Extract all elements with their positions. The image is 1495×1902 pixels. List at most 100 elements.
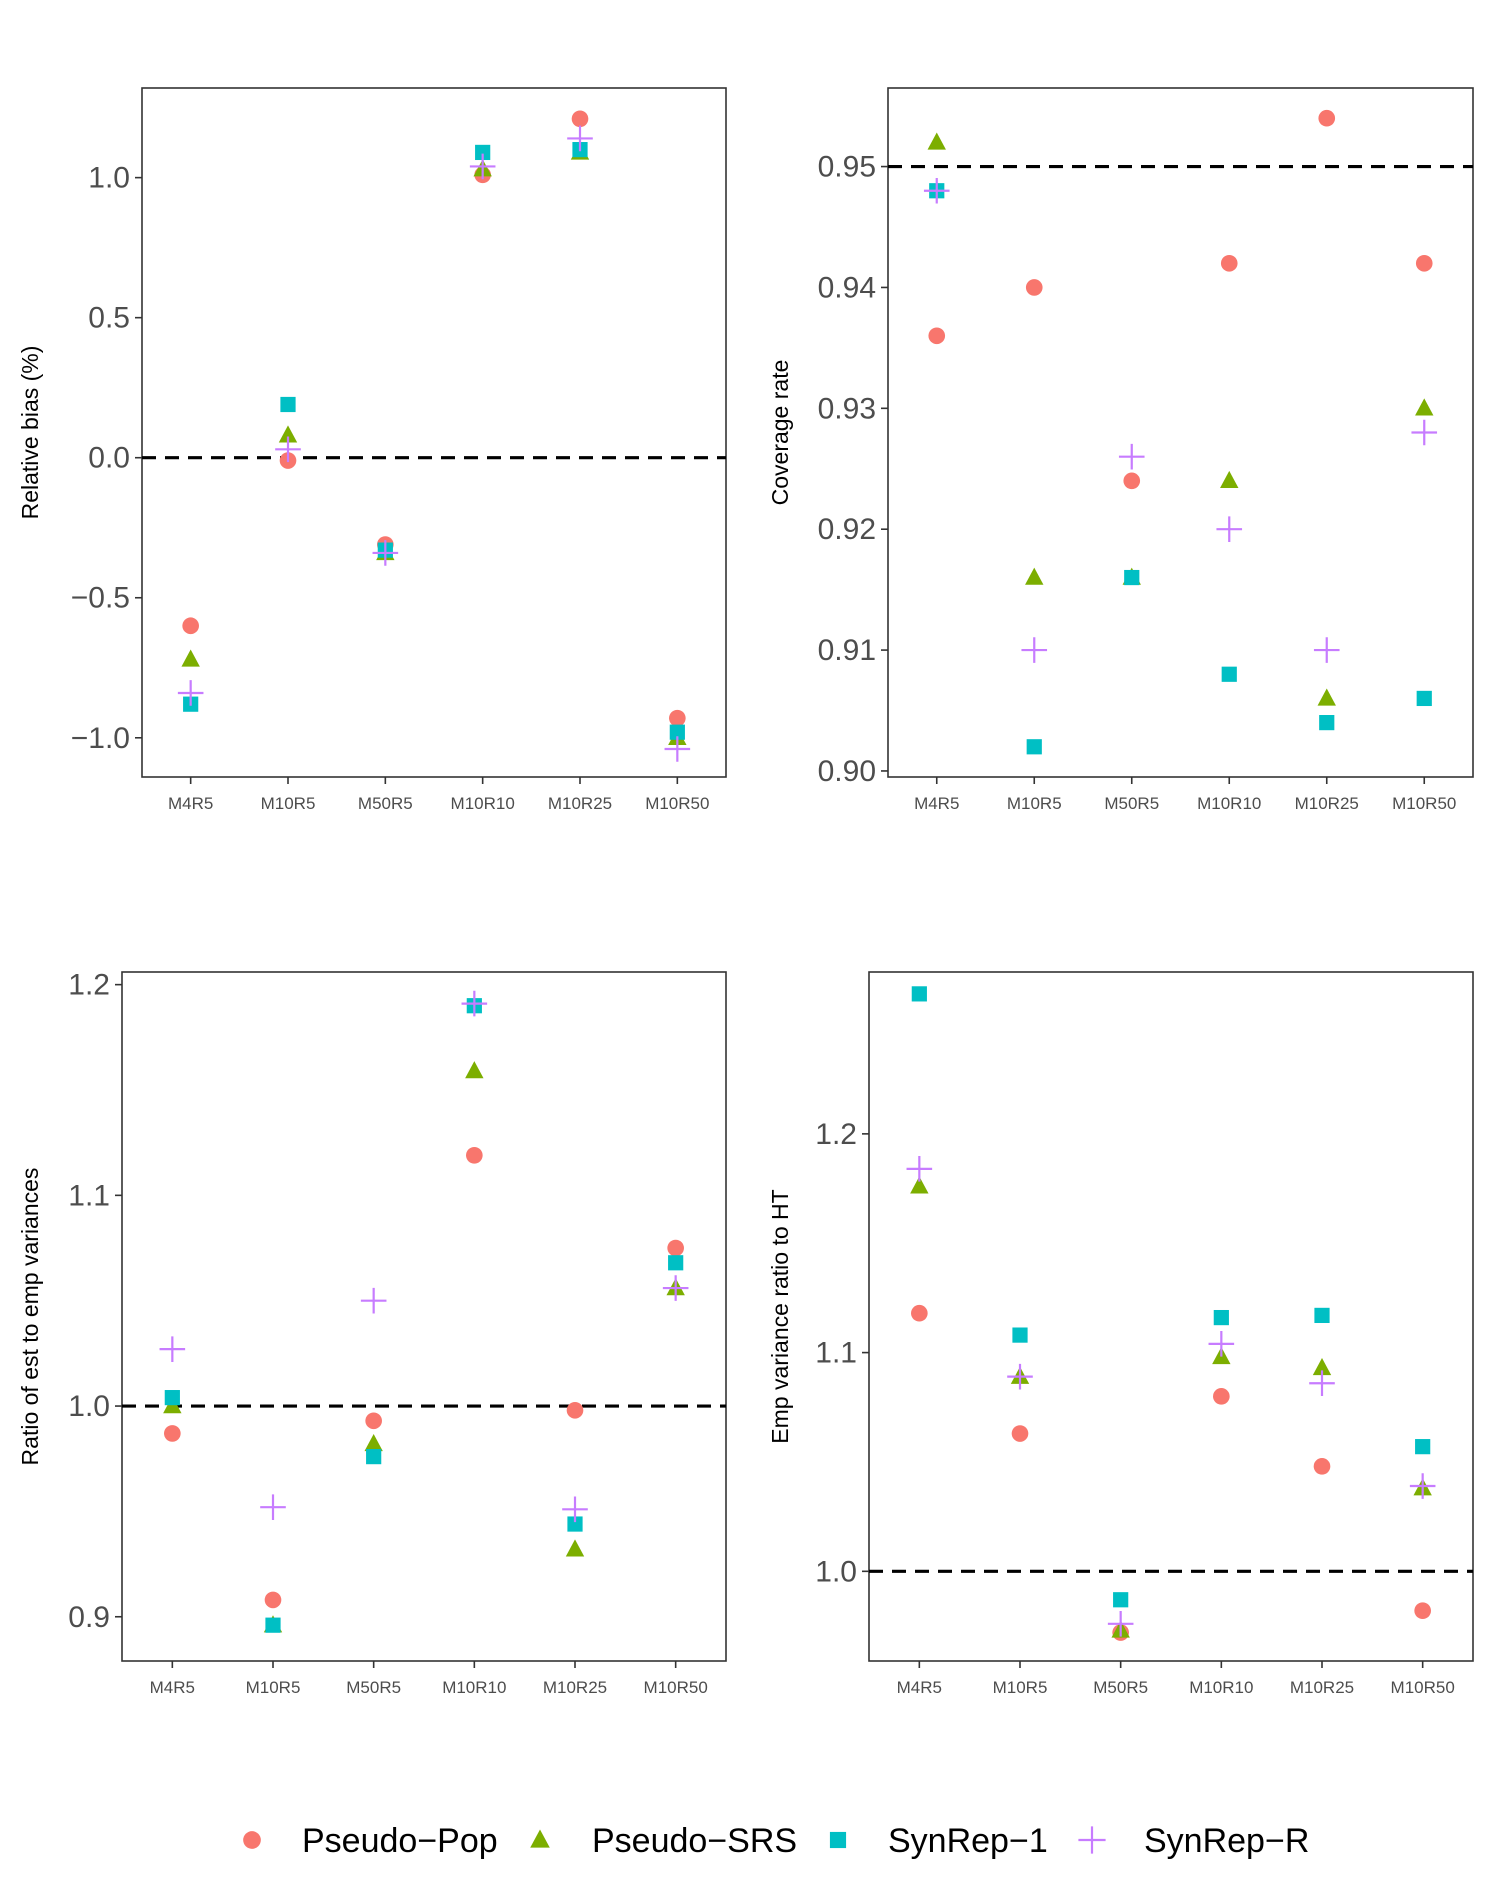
data-point-synrep-r-m10r25 [562,1496,588,1523]
data-point-synrep-1-m10r25 [1314,1307,1330,1324]
panels: 1.0 0.5 0.0 −0.5 −1.0 M4R5 M10R5 M50R5 M10R10 M10… [17,87,1474,1697]
data-point-pseudo-pop-m4r5 [182,617,199,635]
data-point-synrep-r-m50r5 [372,540,399,566]
legend-key-synrep-1 [829,1831,847,1849]
data-point-pseudo-pop-m4r5 [911,1304,928,1322]
data-point-pseudo-pop-m10r50 [1415,254,1433,272]
data-point-synrep-r-m50r5 [1107,1611,1134,1637]
y-axis-title: Emp variance ratio to HT [767,1189,793,1443]
y-axis-title: Relative bias (%) [17,346,43,520]
data-point-pseudo-srs-m10r5 [278,425,298,443]
panel-border [141,87,727,778]
x-tick-label: M10R10 [1189,1678,1253,1697]
panel-4: 1.2 1.1 1.0 M4R5 M10R5 M50R5 M10R10 M10R25 M10R5… [767,971,1474,1697]
data-point-pseudo-pop-m50r5 [365,1412,382,1430]
x-tick-label: M50R5 [1104,794,1159,813]
data-point-pseudo-srs-m10r10 [1220,470,1239,489]
x-tick-label: M10R50 [1391,1678,1455,1697]
x-tick-label: M10R50 [1392,794,1456,813]
x-tick-label: M50R5 [1093,1678,1148,1697]
y-tick-label: 1.2 [815,1118,857,1151]
x-tick-label: M50R5 [358,794,413,813]
data-point-pseudo-pop-m10r50 [667,1239,684,1257]
panel-border [887,87,1474,778]
data-point-synrep-r-m10r25 [567,125,593,152]
legend-key-synrep-r [1078,1826,1106,1854]
data-point-synrep-1-m10r50 [1416,690,1432,707]
y-tick-label: −1.0 [71,722,130,755]
data-point-synrep-r-m10r25 [1313,637,1340,663]
legend-label-pseudo-srs: Pseudo−SRS [592,1822,797,1860]
legend: Pseudo−Pop Pseudo−SRS SynRep−1 SynRep−R [243,1822,1309,1860]
data-point-synrep-r-m10r5 [275,436,301,463]
data-point-synrep-r-m4r5 [159,1336,186,1362]
x-tick-label: M10R10 [1197,794,1261,813]
data-point-pseudo-pop-m50r5 [1123,472,1141,490]
data-point-synrep-1-m10r25 [567,1516,583,1532]
data-point-synrep-r-m10r10 [461,990,488,1017]
legend-label-pseudo-pop: Pseudo−Pop [302,1822,498,1860]
y-tick-label: 0.0 [88,442,130,475]
x-tick-label: M4R5 [914,794,959,813]
data-point-pseudo-srs-m50r5 [364,1434,383,1452]
data-point-pseudo-pop-m4r5 [928,327,946,345]
x-tick-label: M50R5 [346,1678,401,1697]
data-point-pseudo-pop-m10r10 [1213,1388,1230,1405]
y-tick-label: 0.94 [818,271,876,304]
data-point-synrep-1-m4r5 [911,986,927,1002]
y-tick-label: 0.91 [818,634,876,667]
x-tick-label: M10R50 [645,794,709,813]
legend-label-synrep-r: SynRep−R [1144,1822,1309,1860]
panel-2: 0.95 0.94 0.93 0.92 0.91 0.90 M4R5 M10R5 M50R5 M1… [767,87,1474,813]
data-point-synrep-r-m4r5 [906,1156,933,1182]
data-point-pseudo-pop-m10r50 [669,709,686,727]
y-tick-label: 1.1 [815,1337,857,1370]
x-tick-label: M4R5 [897,1678,942,1697]
data-point-synrep-1-m10r10 [475,144,491,161]
y-tick-label: 1.0 [68,1390,110,1423]
data-point-synrep-1-m10r5 [1012,1327,1028,1343]
data-point-synrep-1-m10r50 [668,1255,684,1271]
panel-1: 1.0 0.5 0.0 −0.5 −1.0 M4R5 M10R5 M50R5 M10R10 M10… [17,87,727,813]
x-tick-label: M10R5 [246,1678,301,1697]
data-point-synrep-1-m10r5 [1026,739,1042,755]
data-point-synrep-r-m50r5 [360,1287,387,1314]
y-axis-title: Coverage rate [767,360,793,506]
data-point-synrep-r-m10r50 [1409,1473,1436,1499]
data-point-synrep-r-m10r10 [1208,1331,1235,1357]
data-point-synrep-1-m10r50 [669,724,685,740]
data-point-pseudo-pop-m10r25 [571,110,589,128]
legend-key-pseudo-srs [530,1829,550,1848]
data-point-pseudo-srs-m10r50 [1415,398,1434,416]
y-tick-label: 0.93 [818,392,876,425]
y-tick-label: 1.0 [88,162,130,195]
y-tick-label: 1.0 [815,1555,857,1588]
y-tick-label: 0.9 [68,1601,110,1634]
x-tick-label: M10R50 [644,1678,708,1697]
data-point-synrep-r-m10r10 [469,153,496,180]
data-point-synrep-r-m10r50 [664,736,691,762]
data-point-synrep-r-m10r5 [1007,1363,1033,1390]
data-point-pseudo-srs-m4r5 [910,1176,929,1194]
legend-label-synrep-1: SynRep−1 [888,1822,1048,1860]
data-point-pseudo-pop-m10r50 [1414,1602,1431,1620]
y-tick-label: 0.5 [88,302,130,335]
data-point-pseudo-pop-m10r10 [466,1146,483,1164]
data-point-synrep-1-m10r5 [280,396,296,413]
x-tick-label: M10R5 [1007,794,1062,813]
data-point-synrep-r-m10r10 [1216,516,1243,543]
panel-3: 1.2 1.1 1.0 0.9 M4R5 M10R5 M50R5 M10R10 M10R25 M1… [17,969,727,1697]
data-point-pseudo-srs-m10r5 [1025,567,1044,585]
data-point-synrep-1-m10r25 [1319,715,1335,731]
data-point-pseudo-pop-m10r25 [1313,1458,1331,1475]
data-point-synrep-1-m10r5 [265,1617,281,1633]
data-point-pseudo-srs-m10r10 [465,1061,484,1079]
data-point-pseudo-pop-m10r25 [1318,109,1336,127]
data-point-pseudo-srs-m10r25 [565,1539,585,1557]
x-tick-label: M10R10 [451,794,515,813]
data-point-synrep-1-m4r5 [164,1390,180,1406]
x-tick-label: M10R10 [442,1678,506,1697]
data-point-synrep-1-m50r5 [366,1449,382,1465]
data-point-synrep-1-m50r5 [1113,1592,1129,1608]
